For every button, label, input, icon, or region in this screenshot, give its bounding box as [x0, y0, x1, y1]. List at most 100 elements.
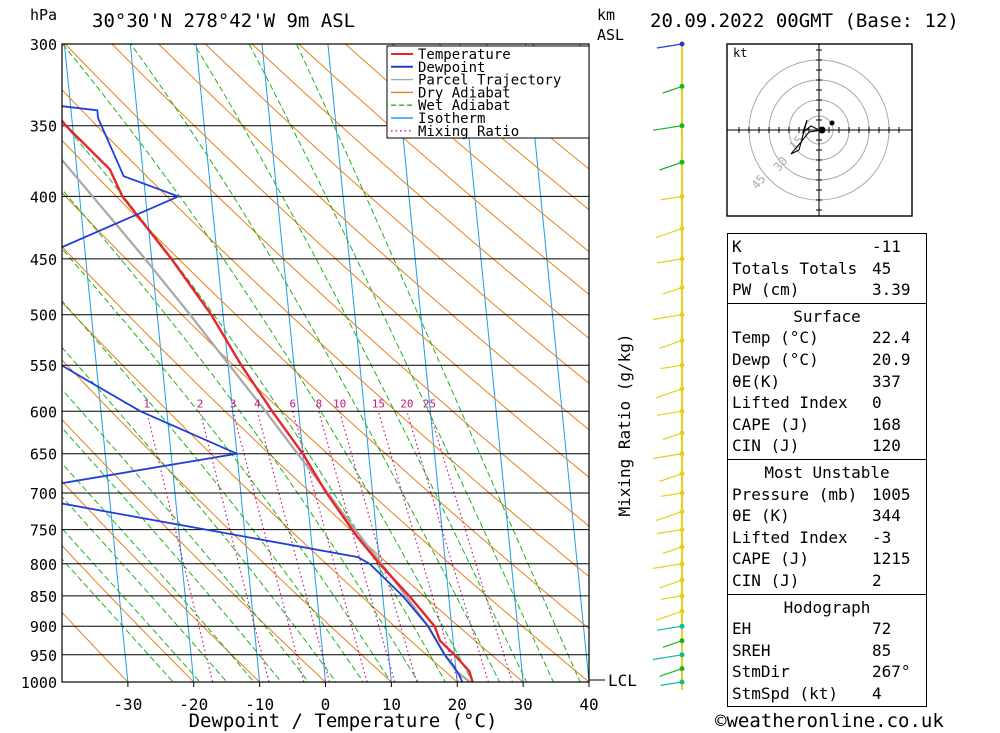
stat-row-pw: PW (cm) 3.39 [732, 280, 911, 300]
mixing-ratio-label: 1 [143, 397, 150, 410]
mixing-ratio-label: 20 [400, 397, 413, 410]
wind-barb [662, 432, 683, 441]
dry-adiabat [62, 418, 327, 682]
x-tick-label: -20 [179, 695, 208, 714]
dry-adiabat [64, 44, 589, 527]
x-axis-title: Dewpoint / Temperature (°C) [189, 710, 498, 732]
surface-section: Surface Temp (°C) 22.4 Dewp (°C) 20.9 θE(K… [727, 302, 927, 460]
dry-adiabat [391, 44, 589, 211]
wind-barb [660, 195, 683, 201]
stat-row: StmSpd (kt) 4 [732, 683, 882, 703]
hodograph-title: Hodograph [783, 597, 871, 617]
background-lines [62, 44, 589, 682]
most-unstable-section: Most Unstable Pressure (mb) 1005 θE (K) 34… [727, 458, 927, 595]
dry-adiabat [62, 245, 524, 682]
legend-entry: Mixing Ratio [418, 124, 519, 140]
legend-entry: Temperature [418, 47, 511, 63]
hodograph-unit: kt [733, 46, 747, 60]
x-tick-label: 30 [513, 695, 532, 714]
stat-row: Temp (°C) 22.4 [732, 328, 911, 348]
wind-point [679, 451, 685, 457]
mixing-ratio-label: 3 [230, 397, 237, 410]
mixing-ratio-label: 6 [289, 397, 296, 410]
location-title: 30°30'N 278°42'W 9m ASL [92, 10, 356, 32]
stat-row: Dewp (°C) 20.9 [732, 349, 911, 369]
wind-barb [655, 228, 683, 239]
dry-adiabat [62, 191, 589, 682]
pressure-label: 450 [30, 251, 57, 269]
x-tick-label: 40 [579, 695, 598, 714]
wind-barb [662, 286, 683, 295]
dry-adiabat [62, 480, 261, 682]
storm-motion-marker [818, 126, 826, 134]
wet-adiabat [248, 44, 554, 682]
credit-link[interactable]: ©weatheronline.co.uk [715, 710, 944, 732]
wind-barb [659, 161, 683, 171]
pressure-axis-labels: 300 350 400 450 500 550 600 650 700 750 800 850 900 9… [21, 36, 57, 692]
stat-row: θE (K) 344 [732, 506, 901, 526]
height-unit-km: km [597, 6, 616, 24]
wind-barb [655, 511, 683, 522]
wind-barb [652, 125, 683, 131]
stat-row: EH 72 [732, 619, 892, 639]
wet-adiabat [296, 44, 581, 682]
stat-row: Lifted Index -3 [732, 527, 892, 547]
wind-barb [660, 681, 683, 686]
isotherm [195, 44, 261, 682]
stat-row-totals: Totals Totals 45 [732, 258, 892, 278]
wind-point [679, 608, 685, 614]
mixing-ratio-line [292, 411, 368, 682]
legend-entry: Isotherm [418, 111, 485, 127]
dry-adiabat [62, 359, 393, 682]
wind-point [679, 544, 685, 550]
mixing-ratio-label: 10 [333, 397, 346, 410]
dry-adiabat [62, 89, 589, 578]
wind-point [679, 83, 685, 89]
wind-barb [662, 85, 683, 94]
mixing-ratio-line [146, 411, 214, 682]
wind-barb [652, 563, 683, 569]
mixing-ratio-line [318, 411, 396, 682]
pressure-label: 650 [30, 446, 57, 464]
wind-point [679, 159, 685, 165]
isotherm [327, 44, 392, 682]
wind-point [679, 471, 685, 477]
wet-adiabat [130, 44, 501, 682]
height-unit-asl: ASL [597, 26, 625, 44]
legend-box [386, 45, 590, 139]
pressure-label: 900 [30, 618, 57, 636]
dry-adiabat [204, 44, 589, 385]
x-tick-label: -10 [245, 695, 274, 714]
wind-barb [660, 595, 683, 600]
stat-row: θE(K) 337 [732, 371, 901, 391]
legend-entry: Dry Adiabat [418, 85, 511, 101]
pressure-label: 300 [30, 36, 57, 54]
pressure-label: 600 [30, 403, 57, 421]
dry-adiabat [344, 44, 589, 253]
pressure-label: 700 [30, 485, 57, 503]
stats-panel: K -11 Totals Totals 45 PW (cm) 3.39 Surface… [727, 233, 927, 708]
mixing-ratio-label: 8 [315, 397, 322, 410]
wind-barb [656, 258, 683, 264]
wind-barb [656, 625, 683, 631]
mixing-ratio-label: 4 [254, 397, 261, 410]
wind-barb [655, 388, 683, 399]
wind-barb [659, 579, 683, 589]
mixing-ratio-line [199, 411, 270, 682]
hodograph-section: Hodograph EH 72 SREH 85 StmDir 267° StmSpd … [727, 593, 927, 708]
pressure-label: 950 [30, 647, 57, 665]
wind-profile [652, 41, 685, 690]
hodograph-point [829, 120, 835, 126]
wind-barb [652, 654, 683, 661]
mixing-ratio-label: 15 [372, 397, 385, 410]
wet-adiabat [62, 427, 282, 682]
isotherm [129, 44, 195, 682]
stat-row: CAPE (J) 168 [732, 414, 901, 434]
wind-point [679, 285, 685, 290]
pressure-label: 350 [30, 118, 57, 136]
indices-section: K -11 Totals Totals 45 PW (cm) 3.39 [727, 233, 927, 304]
pressure-label: 1000 [21, 674, 57, 692]
temperature-axis-labels: -30 -20 -10 0 10 20 30 40 [113, 682, 599, 714]
mixing-ratio-line [256, 411, 331, 682]
